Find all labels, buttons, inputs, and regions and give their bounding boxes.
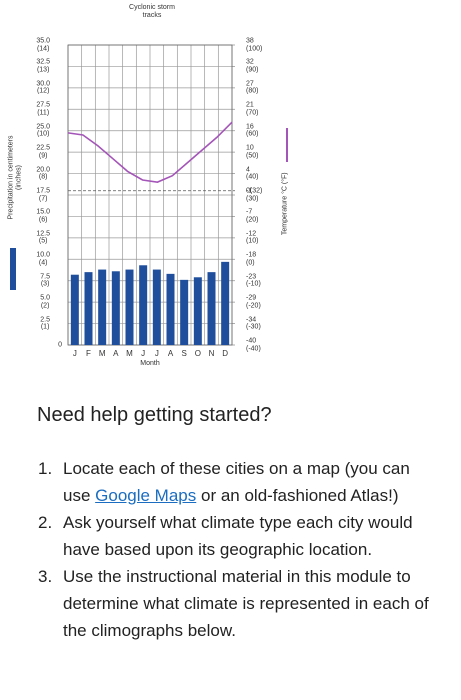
- y2-tick-label: -34 (-30): [246, 316, 261, 331]
- temperature-line: [67, 121, 233, 183]
- precipitation-bar: [84, 272, 93, 345]
- item-number: 3.: [38, 567, 53, 586]
- precipitation-bar: [139, 265, 148, 345]
- x-tick-label: M: [98, 349, 106, 358]
- y-tick-label: 22.5 (9): [36, 144, 50, 160]
- x-tick-label: A: [113, 349, 119, 358]
- x-tick-label: J: [154, 349, 159, 358]
- y-tick-label: 20.0 (8): [36, 166, 50, 181]
- y2-tick-label: -7 (20): [246, 208, 259, 224]
- y2-tick-label: 0(32): [246, 186, 263, 194]
- precipitation-bar: [221, 261, 230, 345]
- y2-tick-label: 10 (50): [246, 144, 259, 160]
- x-tick-label: J: [72, 349, 77, 358]
- y2-tick-label: 38 (100): [246, 37, 263, 53]
- x-tick-label: O: [194, 349, 201, 358]
- y-tick-label: 0: [58, 341, 62, 349]
- help-list: 1. Locate each of these cities on a map (…: [0, 455, 461, 644]
- precipitation-bar: [98, 269, 107, 345]
- x-axis-label: Month: [140, 360, 160, 367]
- y2-tick-label: 21 (70): [246, 101, 259, 117]
- chart-svg: [10, 44, 288, 346]
- precipitation-bar: [125, 269, 134, 345]
- y-tick-label: 25.0 (10): [36, 123, 50, 138]
- help-item: 2. Ask yourself what climate type each ci…: [0, 509, 461, 563]
- precipitation-bar: [70, 274, 79, 345]
- x-tick-label: M: [126, 349, 133, 358]
- help-item: 3. Use the instructional material in this…: [0, 563, 461, 644]
- y2-tick-label: 4 (40): [246, 166, 259, 181]
- precipitation-bar: [207, 272, 216, 345]
- y-tick-label: 30.0 (12): [36, 80, 50, 95]
- x-tick-label: A: [167, 349, 174, 358]
- precipitation-bar: [111, 271, 120, 345]
- y2-tick-label: -12 (10): [246, 230, 259, 245]
- precipitation-bar: [193, 277, 202, 345]
- y-tick-label: 27.5 (11): [36, 101, 50, 117]
- x-tick-label: F: [86, 349, 91, 358]
- precipitation-bar: [180, 279, 189, 345]
- y-tick-label: 17.5 (7): [36, 187, 50, 203]
- item-number: 1.: [38, 459, 53, 478]
- y-tick-label: 15.0 (6): [36, 208, 50, 224]
- y2-axis-label: Temperature °C (°F): [281, 172, 289, 236]
- item-text: Locate each of these cities on a map (yo…: [63, 459, 410, 505]
- item-text: Use the instructional material in this m…: [63, 567, 429, 640]
- y-tick-label: 12.5 (5): [36, 230, 50, 245]
- y2-tick-label: 16 (60): [246, 123, 259, 138]
- x-tick-label: D: [222, 349, 229, 358]
- plot-frame: [67, 44, 233, 346]
- y2-tick-label: 27 (80): [246, 80, 259, 95]
- x-tick-label: S: [181, 349, 187, 358]
- y2-tick-label: -18 (0): [246, 251, 257, 267]
- y-tick-label: 10.0 (4): [36, 251, 50, 267]
- y-tick-label: 2.5 (1): [40, 316, 50, 331]
- precipitation-legend-key: [10, 248, 16, 290]
- y-tick-label: 5.0 (2): [40, 294, 50, 310]
- climograph: 0 2.5 (1) 5.0 (2) 7.5 (3) 10.0 (4) 12.5 (5) 15…: [0, 0, 300, 380]
- y2-tick-label: -23 (-10): [246, 273, 261, 288]
- google-maps-link[interactable]: Google Maps: [95, 486, 197, 505]
- item-text: or an old-fashioned Atlas!): [196, 486, 399, 505]
- y-tick-label: 32.5 (13): [36, 58, 50, 74]
- y2-tick-label: 32 (90): [246, 58, 259, 74]
- y2-tick-label: -1 (30): [246, 187, 259, 203]
- y-tick-label: 35.0 (14): [36, 37, 50, 53]
- x-tick-label: N: [208, 349, 215, 358]
- precipitation-bar: [166, 273, 175, 345]
- y-axis-label: Precipitation in centimeters (inches): [7, 135, 23, 220]
- y-tick-label: 7.5 (3): [40, 273, 50, 288]
- help-item: 1. Locate each of these cities on a map (…: [0, 455, 461, 509]
- y2-tick-label: -29 (-20): [246, 294, 261, 310]
- item-text: Ask yourself what climate type each city…: [63, 513, 413, 559]
- help-heading: Need help getting started?: [37, 404, 272, 426]
- item-number: 2.: [38, 513, 53, 532]
- chart-title: Cyclonic storm tracks: [129, 4, 175, 19]
- precipitation-bar: [152, 269, 161, 345]
- y2-tick-label: -40 (-40): [246, 337, 261, 353]
- x-tick-label: J: [141, 349, 146, 358]
